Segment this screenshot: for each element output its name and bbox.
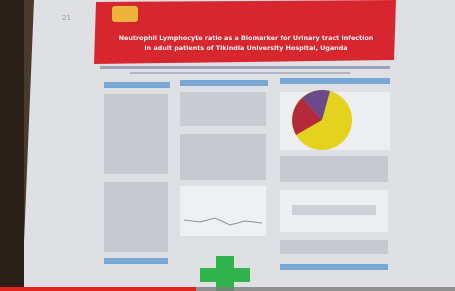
title-line: in adult patients of Tikindia University… — [144, 44, 347, 52]
section-header — [104, 258, 168, 264]
logo — [112, 6, 138, 22]
video-frame: 21 Neutrophil Lymphocyte ratio as a Biom… — [0, 0, 455, 291]
title-banner — [94, 0, 396, 64]
section-header — [104, 82, 170, 88]
title-line: Neutrophil Lymphocyte ratio as a Biomark… — [119, 34, 374, 42]
progress-played[interactable] — [0, 287, 196, 291]
page-number-mark: 21 — [62, 14, 71, 22]
table-rows — [292, 205, 376, 215]
section-header — [280, 264, 388, 270]
section-header — [280, 78, 390, 84]
line-chart-figure — [180, 186, 266, 236]
authors-line — [100, 66, 390, 69]
left-shadow — [0, 0, 24, 291]
section-header — [180, 80, 268, 86]
affiliation-line — [130, 72, 350, 74]
